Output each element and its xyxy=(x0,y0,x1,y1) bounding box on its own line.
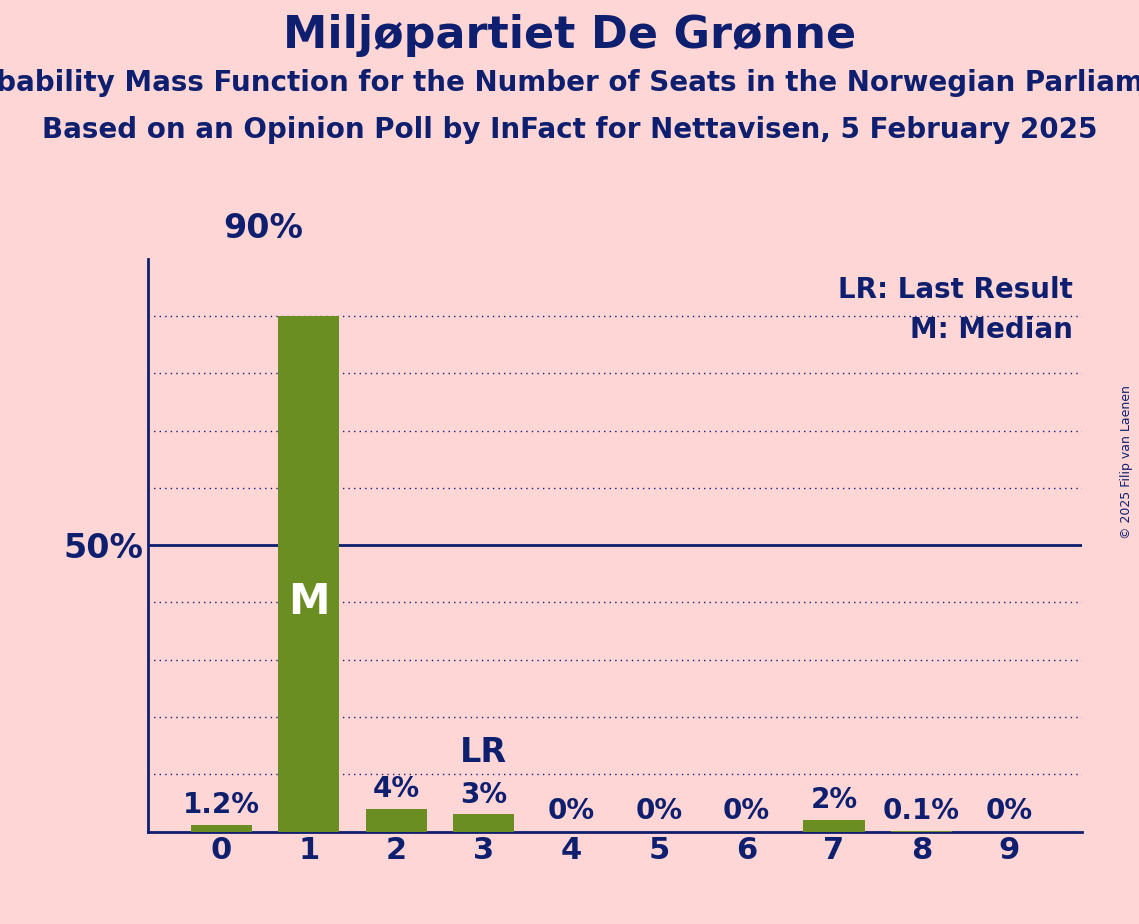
Text: 0%: 0% xyxy=(985,796,1033,825)
Bar xyxy=(803,821,865,832)
Bar xyxy=(366,808,427,832)
Text: 3%: 3% xyxy=(460,781,507,808)
Text: 0%: 0% xyxy=(723,796,770,825)
Text: 0.1%: 0.1% xyxy=(883,797,960,825)
Text: 1.2%: 1.2% xyxy=(182,791,260,819)
Text: © 2025 Filip van Laenen: © 2025 Filip van Laenen xyxy=(1121,385,1133,539)
Text: M: Median: M: Median xyxy=(910,316,1073,344)
Text: LR: Last Result: LR: Last Result xyxy=(838,276,1073,304)
Bar xyxy=(190,825,252,832)
Text: 90%: 90% xyxy=(223,212,303,245)
Text: Miljøpartiet De Grønne: Miljøpartiet De Grønne xyxy=(282,14,857,57)
Text: LR: LR xyxy=(460,736,507,769)
Text: 2%: 2% xyxy=(810,786,858,814)
Text: 0%: 0% xyxy=(548,796,595,825)
Text: Probability Mass Function for the Number of Seats in the Norwegian Parliament: Probability Mass Function for the Number… xyxy=(0,69,1139,97)
Text: 0%: 0% xyxy=(636,796,682,825)
Bar xyxy=(278,316,339,832)
Text: M: M xyxy=(288,581,329,624)
Text: Based on an Opinion Poll by InFact for Nettavisen, 5 February 2025: Based on an Opinion Poll by InFact for N… xyxy=(42,116,1097,143)
Text: 4%: 4% xyxy=(372,775,420,803)
Bar xyxy=(453,814,515,832)
